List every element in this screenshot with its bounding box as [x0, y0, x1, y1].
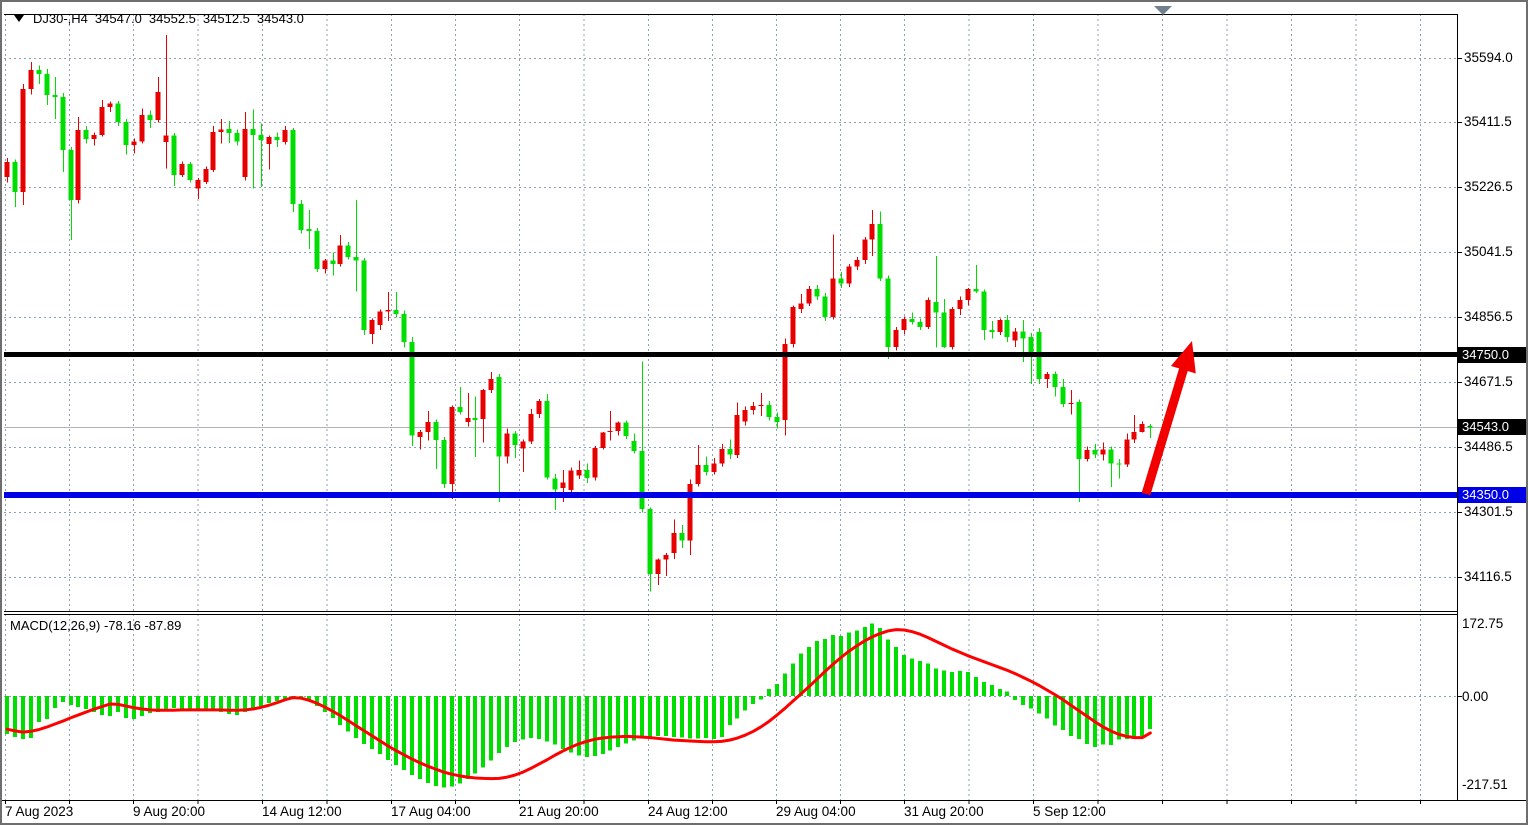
time-tick-label: 7 Aug 2023: [5, 804, 74, 819]
time-tick-label: 5 Sep 12:00: [1033, 804, 1106, 819]
macd-tick-label: 0.00: [1462, 689, 1489, 704]
symbol-dropdown-icon[interactable]: [14, 14, 24, 22]
scroll-to-end-marker-icon[interactable]: [1154, 6, 1172, 15]
price-tick-label: 35226.5: [1464, 179, 1513, 195]
price-tick-label: 35041.5: [1464, 244, 1513, 260]
symbol-timeframe-label: DJ30-,H4: [33, 10, 88, 26]
current-price-badge: 34543.0: [1458, 419, 1526, 436]
ohlc-open: 34547.0: [94, 10, 142, 26]
macd-tick-label: -217.51: [1462, 777, 1508, 792]
time-tick-label: 9 Aug 20:00: [133, 804, 206, 819]
price-tick-label: 34301.5: [1464, 504, 1513, 520]
macd-signal-value: -87.89: [144, 618, 182, 633]
price-tick-label: 34856.5: [1464, 309, 1513, 325]
candles-layer: [4, 34, 1153, 592]
macd-name: MACD(12,26,9): [10, 618, 101, 633]
price-tick-label: 35411.5: [1464, 114, 1512, 130]
chart-title: DJ30-,H4 34547.0 34552.5 34512.5 34543.0: [12, 8, 304, 28]
price-tick-label: 35594.0: [1464, 50, 1513, 65]
time-tick-label: 29 Aug 04:00: [776, 804, 856, 819]
price-badge-34350.0: 34350.0: [1458, 487, 1526, 504]
macd-indicator-label: MACD(12,26,9) -78.16 -87.89: [10, 618, 181, 633]
macd-signal-line: [5, 628, 1152, 781]
macd-value: -78.16: [103, 618, 141, 633]
price-tick-label: 34671.5: [1464, 374, 1513, 390]
ohlc-close: 34543.0: [256, 10, 304, 26]
time-tick-label: 24 Aug 12:00: [648, 804, 728, 819]
time-tick-label: 17 Aug 04:00: [391, 804, 471, 819]
time-tick-label: 21 Aug 20:00: [519, 804, 599, 819]
pane-borders: [2, 14, 1526, 801]
price-tick-label: 34116.5: [1464, 569, 1512, 585]
macd-tick-label: 172.75: [1462, 616, 1504, 632]
time-tick-label: 31 Aug 20:00: [904, 804, 984, 819]
up-arrow-annotation[interactable]: [1141, 341, 1196, 496]
price-badge-34750.0: 34750.0: [1458, 346, 1526, 363]
grid-layer: [4, 14, 1462, 804]
ohlc-low: 34512.5: [202, 10, 250, 26]
macd-layer: [5, 623, 1152, 788]
ohlc-high: 34552.5: [148, 10, 196, 26]
price-tick-label: 34486.5: [1464, 439, 1513, 455]
time-tick-label: 14 Aug 12:00: [262, 804, 342, 819]
